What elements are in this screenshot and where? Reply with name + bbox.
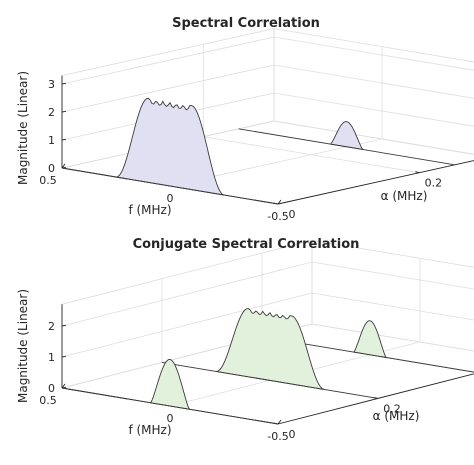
z-tick-label: 3 [48,78,55,91]
series-1-area [215,308,325,390]
z-gridline [61,36,474,85]
y-axis-line [277,373,474,425]
series-0-area [115,97,225,196]
z-axis-label: Magnitude (Linear) [16,71,30,185]
y-tick-label: 0 [289,428,296,441]
x-tick-label: 0.5 [39,174,57,187]
series-0-baseline [61,387,279,425]
y-axis-label: α (MHz) [381,189,428,203]
y-tick-label: 0.2 [383,402,401,415]
x-tick-label: -0.5 [267,430,288,443]
series-2-area [352,320,388,359]
x-axis-label: f (MHz) [128,203,171,217]
y-axis-label: α (MHz) [373,409,420,423]
x-tick-label: 0 [167,192,174,205]
series-1-area [329,121,365,151]
y-tick-mark [415,171,420,174]
back-wall-grid [311,239,474,352]
z-tick-label: 0 [48,162,55,175]
x-tick-mark [61,383,66,389]
z-tick-mark [61,82,67,85]
y-tick-label: 0 [289,208,296,221]
series-0-area [149,359,191,410]
y-tick-label: 0.2 [425,177,443,190]
chart-title: Conjugate Spectral Correlation [133,237,360,252]
z-axis-label: Magnitude (Linear) [16,289,30,403]
x-tick-mark [277,419,282,425]
z-tick-label: 2 [48,320,55,333]
series-0-baseline [61,167,279,205]
x-tick-mark [277,199,282,205]
chart-title: Spectral Correlation [172,16,320,31]
y-axis-line [277,160,474,205]
x-tick-label: -0.5 [267,210,288,223]
x-axis-label: f (MHz) [128,423,171,437]
f-gridline [169,258,421,407]
series-1-baseline [161,361,379,399]
z-tick-mark [61,324,67,327]
z-tick-label: 0 [48,382,55,395]
z-tick-label: 2 [48,106,55,119]
series-1-baseline [238,128,455,166]
z-gridline [61,120,474,169]
z-tick-label: 1 [48,134,55,147]
z-gridline [61,92,474,141]
z-tick-mark [61,110,67,113]
x-tick-label: 0 [167,412,174,425]
z-tick-label: 1 [48,351,55,364]
z-tick-mark [61,138,67,141]
f-gridline [277,160,474,205]
f-gridline [61,240,313,389]
z-tick-mark [61,355,67,358]
x-tick-mark [61,163,66,169]
f-gridline [169,46,383,187]
z-gridline [61,64,474,113]
x-tick-label: 0.5 [39,394,57,407]
